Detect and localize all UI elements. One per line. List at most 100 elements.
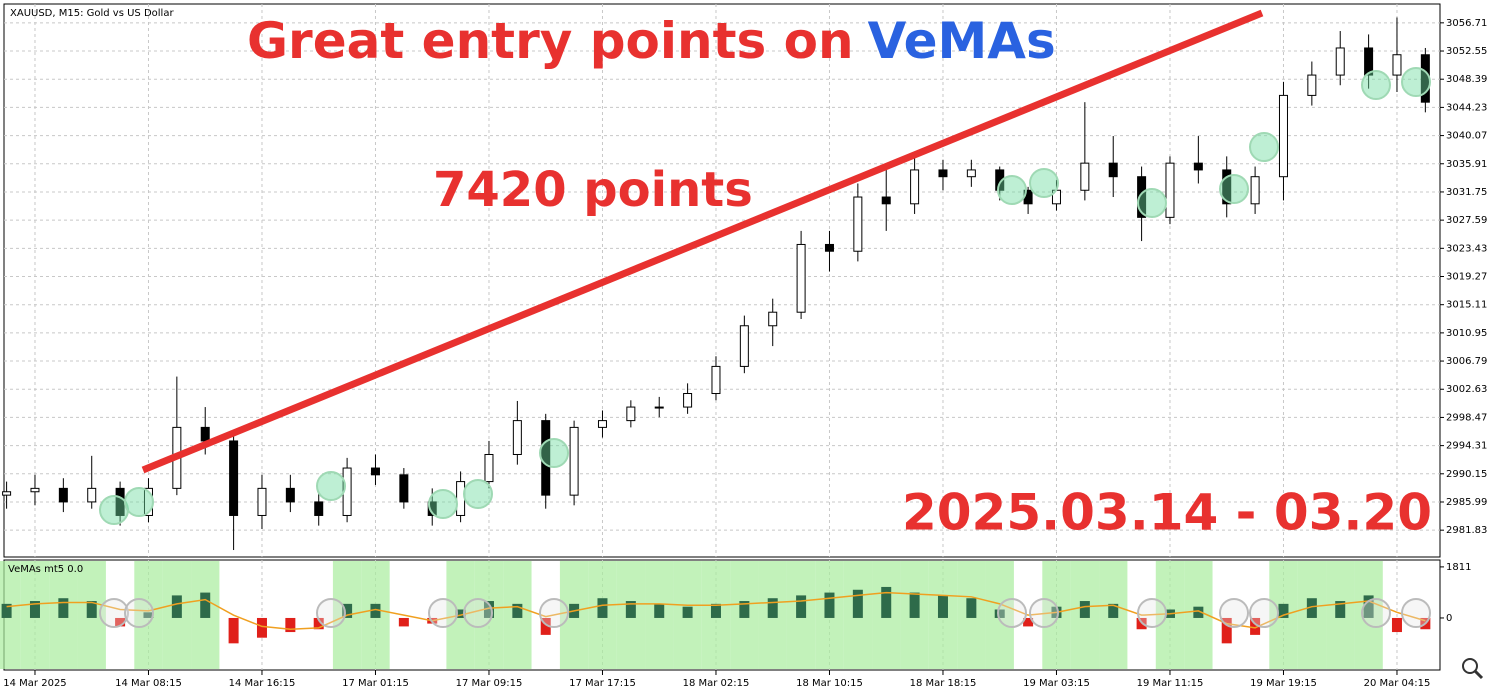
candle-body: [966, 169, 976, 178]
histogram-bar: [909, 592, 920, 618]
candle-body: [1137, 176, 1147, 218]
histogram-bar: [58, 598, 69, 618]
entry-circle: [1401, 598, 1431, 628]
entry-circle: [1137, 188, 1167, 218]
histogram-bar: [739, 601, 750, 618]
x-tick-label: 17 Mar 17:15: [569, 678, 636, 689]
histogram-bar: [313, 617, 324, 630]
candle-body: [1108, 162, 1118, 178]
candle-body: [58, 487, 68, 503]
candle-body: [597, 420, 607, 428]
y-tick-label: 3048.39: [1446, 74, 1487, 85]
histogram-bar: [256, 617, 267, 638]
zoom-lens[interactable]: [1462, 658, 1478, 674]
histogram-bar: [881, 586, 892, 618]
y-tick-label: 3044.23: [1446, 102, 1487, 113]
histogram-bar: [852, 589, 863, 618]
x-tick-label: 18 Mar 18:15: [910, 678, 977, 689]
entry-circle: [539, 598, 569, 628]
x-tick-label: 20 Mar 04:15: [1364, 678, 1431, 689]
x-tick-label: 14 Mar 2025: [3, 678, 66, 689]
entry-circle: [1029, 598, 1059, 628]
x-tick-label: 19 Mar 19:15: [1250, 678, 1317, 689]
y-tick-label: 3035.91: [1446, 159, 1487, 170]
y-tick-label: 3031.75: [1446, 187, 1487, 198]
candle-body: [569, 426, 579, 496]
histogram-bar: [1335, 601, 1346, 618]
candle-body: [938, 169, 948, 178]
histogram-bar: [285, 617, 296, 633]
histogram-bar: [597, 598, 608, 618]
candle-body: [626, 406, 636, 422]
candle-body: [285, 487, 295, 503]
candle-body: [711, 365, 721, 395]
y-tick-label: 3019.27: [1446, 272, 1487, 283]
headline-highlight: VeMAs: [868, 12, 1056, 70]
entry-circle: [1361, 70, 1391, 100]
candle-body: [1193, 162, 1203, 171]
headline: Great entry points on VeMAs: [247, 12, 1056, 70]
histogram-bar: [398, 617, 409, 627]
zoom-handle[interactable]: [1473, 669, 1484, 680]
candle-body: [484, 453, 494, 483]
histogram-bar: [937, 595, 948, 618]
histogram-bar: [29, 601, 40, 618]
histogram-bar: [767, 598, 778, 618]
histogram-bar: [710, 603, 721, 618]
histogram-bar: [143, 612, 154, 618]
x-tick-label: 19 Mar 11:15: [1137, 678, 1204, 689]
zoom-icon[interactable]: [1462, 658, 1484, 680]
candle-body: [1250, 176, 1260, 205]
histogram-bar: [1250, 617, 1261, 635]
candle-body: [654, 406, 664, 409]
y-tick-label: 2990.15: [1446, 469, 1487, 480]
histogram-bar: [1193, 606, 1204, 618]
histogram-bar: [540, 617, 551, 635]
histogram-bar: [342, 603, 353, 618]
candle-body: [2, 491, 12, 496]
entry-circle: [463, 479, 493, 509]
histogram-bar: [228, 617, 239, 644]
histogram-bar: [994, 609, 1005, 618]
symbol-label: XAUUSD, M15: Gold vs US Dollar: [10, 8, 174, 19]
y-tick-label: 1811: [1446, 562, 1471, 573]
x-tick-label: 18 Mar 10:15: [796, 678, 863, 689]
candle-body: [881, 196, 891, 205]
candle-body: [456, 481, 466, 516]
candle-body: [1392, 54, 1402, 76]
x-tick-label: 19 Mar 03:15: [1023, 678, 1090, 689]
x-tick-label: 14 Mar 16:15: [229, 678, 296, 689]
candle-body: [370, 467, 380, 476]
candle-body: [910, 169, 920, 205]
histogram-bar: [455, 609, 466, 618]
x-tick-label: 18 Mar 02:15: [683, 678, 750, 689]
candle-body: [1080, 162, 1090, 191]
indicator-title: VeMAs mt5 0.0: [8, 564, 83, 575]
histogram-bar: [1023, 617, 1034, 627]
y-tick-label: 3040.07: [1446, 131, 1487, 142]
histogram-bar: [796, 595, 807, 618]
y-tick-label: 3015.11: [1446, 300, 1487, 311]
histogram-bar: [86, 601, 97, 618]
y-tick-label: 0: [1446, 613, 1452, 624]
histogram-bar: [512, 603, 523, 618]
candle-body: [30, 487, 40, 493]
signal-line: [6, 591, 1426, 630]
histogram-bar: [1079, 601, 1090, 618]
entry-circle: [1401, 67, 1431, 97]
histogram-bar: [1391, 617, 1402, 633]
y-tick-label: 3056.71: [1446, 18, 1487, 29]
candle-body: [768, 311, 778, 327]
entry-circle: [1249, 132, 1279, 162]
y-tick-label: 3002.63: [1446, 384, 1487, 395]
trend-line: [141, 9, 1264, 474]
candle-body: [1165, 162, 1175, 218]
y-tick-label: 3010.95: [1446, 328, 1487, 339]
entry-circle: [1249, 598, 1279, 628]
histogram-bar: [1221, 617, 1232, 644]
histogram-bar: [171, 595, 182, 618]
entry-circle: [463, 598, 493, 628]
candle-body: [683, 393, 693, 408]
y-tick-label: 3023.43: [1446, 243, 1487, 254]
